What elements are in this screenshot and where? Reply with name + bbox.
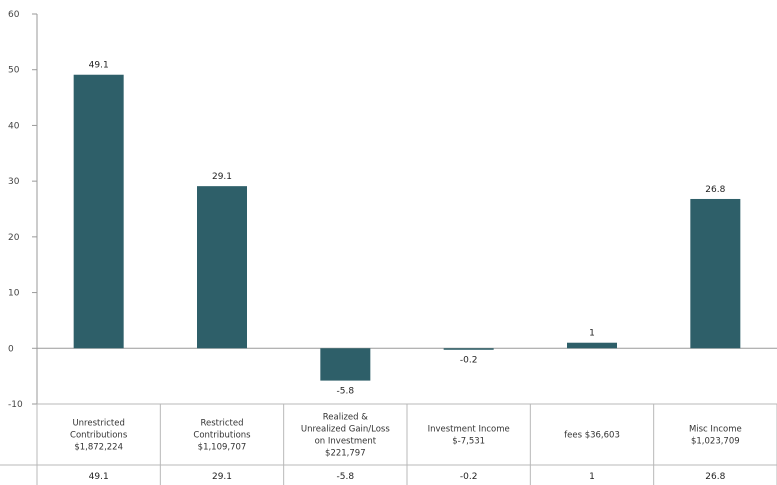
bar	[73, 74, 124, 349]
bar	[567, 342, 617, 349]
table-value: -5.8	[337, 472, 355, 482]
bar	[443, 348, 494, 350]
data-label: -0.2	[460, 355, 478, 365]
y-tick-label: 10	[8, 289, 20, 299]
table-value: 49.1	[89, 472, 109, 482]
category-label: Unrestricted Contributions $1,872,224	[70, 419, 128, 453]
data-label: 1	[589, 329, 595, 339]
category-label: Realized & Unrealized Gain/Loss on Investm…	[301, 413, 390, 459]
data-label: 29.1	[212, 172, 232, 182]
data-labels: 49.1 29.1 -5.8 -0.2 1 26.8	[89, 61, 726, 397]
bars	[73, 74, 741, 381]
category-label: Investment Income $-7,531	[428, 425, 510, 447]
table-value: 1	[589, 472, 595, 482]
table-value: 26.8	[705, 472, 725, 482]
y-tick-label: 50	[8, 66, 20, 76]
table-value: 29.1	[212, 472, 232, 482]
data-label: 49.1	[89, 61, 109, 71]
y-tick-label: 60	[8, 10, 20, 20]
category-label: Restricted Contributions $1,109,707	[193, 419, 251, 453]
y-axis: 60 50 40 30 20 10 0 -10	[8, 10, 37, 410]
y-tick-label: -10	[8, 400, 23, 410]
category-label: fees $36,603	[564, 431, 620, 441]
category-label: Misc Income $1,023,709	[689, 425, 742, 447]
data-label: -5.8	[337, 387, 355, 397]
table-value: -0.2	[460, 472, 478, 482]
bar	[320, 348, 371, 381]
data-table: Unrestricted Contributions $1,872,224 49.1 R…	[0, 403, 777, 485]
y-tick-label: 40	[8, 121, 20, 131]
bar	[197, 186, 247, 349]
y-tick-label: 0	[8, 344, 14, 354]
y-tick-label: 20	[8, 233, 20, 243]
data-label: 26.8	[705, 185, 725, 195]
y-tick-label: 30	[8, 177, 20, 187]
bar	[690, 198, 741, 349]
